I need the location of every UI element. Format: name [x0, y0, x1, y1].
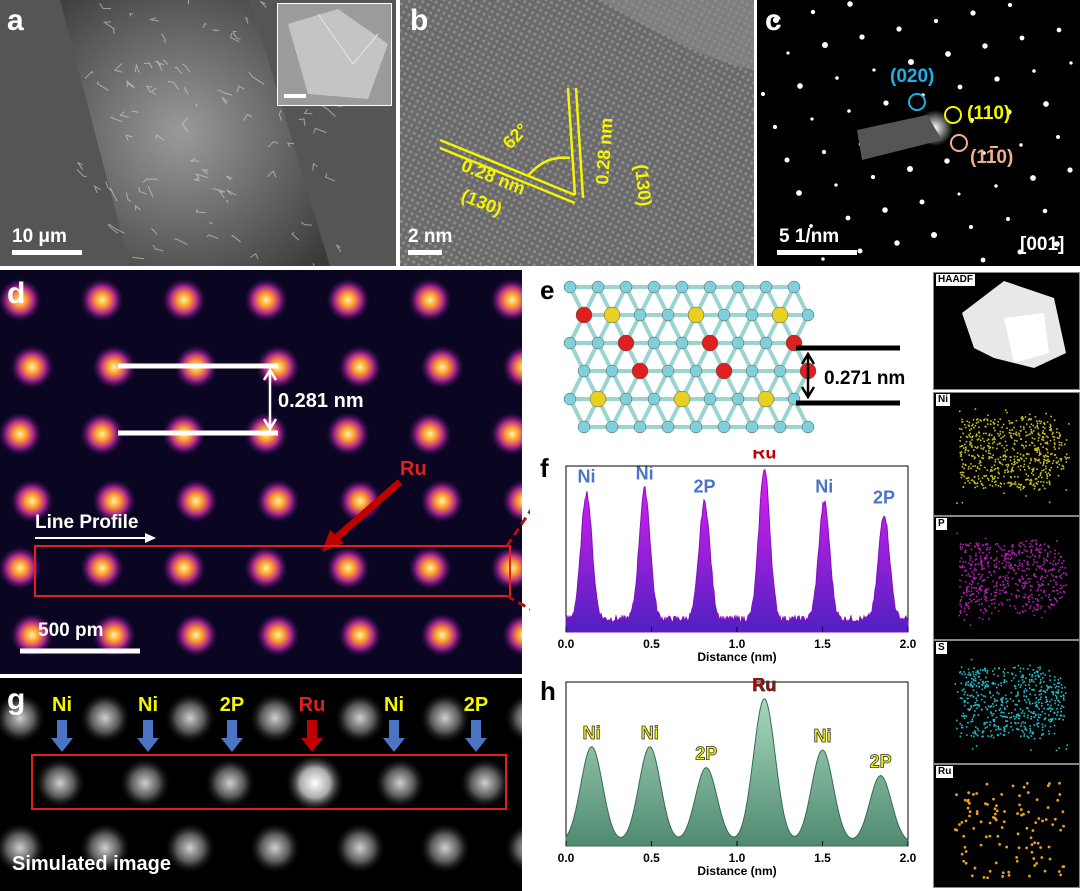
peak-label: Ni — [814, 726, 832, 746]
eds-map-ru: Ru — [933, 764, 1080, 888]
scale-bar-label: 2 nm — [408, 226, 453, 247]
x-tick-label: 1.5 — [814, 851, 831, 865]
panel-e-crystal-model: 0.271 nm e — [530, 270, 930, 450]
panel-label-b: b — [410, 4, 429, 37]
panel-b-hrtem-image: 62° 0.28 nm (130) 0.28 nm (130) b 2 nm — [400, 0, 754, 266]
peak-label: 2P — [873, 488, 895, 508]
profile-area-series — [565, 469, 909, 633]
eds-label-ru: Ru — [936, 766, 954, 778]
scale-bar — [777, 250, 857, 255]
atom-label: Ni — [384, 694, 404, 716]
simulated-image-caption: Simulated image — [12, 853, 171, 875]
profile-area-series — [565, 698, 909, 847]
panel-f-line-profile-chart: 0.0 0.5 1.0 1.5 2.0 Distance (nm) Ni Ni 2P Ru Ni 2P… — [530, 450, 930, 675]
peak-label: Ru — [752, 678, 776, 695]
scale-bar-label: 10 μm — [12, 226, 67, 247]
eds-map-haadf: HAADF — [933, 272, 1080, 390]
x-axis-label: Distance (nm) — [697, 650, 776, 664]
scale-bar-label: 500 pm — [38, 620, 104, 641]
atom-label: 2P — [464, 694, 488, 716]
scale-bar-label: 5 1/nm — [779, 226, 840, 247]
panel-a-sem-image: a 10 μm — [0, 0, 396, 266]
spacing-label-2: 0.28 nm — [592, 117, 617, 185]
x-tick-label: 1.0 — [729, 637, 746, 651]
diffraction-pattern: (020) (110) (110) — [760, 1, 1073, 263]
peak-label: Ni — [641, 723, 659, 743]
ru-label: Ru — [400, 458, 427, 480]
atom-arrow-icon — [51, 720, 73, 752]
x-tick-label: 0.5 — [643, 851, 660, 865]
x-tick-label: 1.0 — [729, 851, 746, 865]
x-tick-label: 0.0 — [558, 851, 575, 865]
panel-d-haadf-image: 0.281 nm Ru Line Profile d 500 pm — [0, 270, 522, 674]
atom-arrow-icon — [221, 720, 243, 752]
spot-label-1-10: (110) — [970, 147, 1013, 168]
eds-label-haadf: HAADF — [936, 274, 975, 286]
x-tick-label: 1.5 — [814, 637, 831, 651]
panel-label-h: h — [540, 678, 556, 706]
atom-arrow-icon — [301, 720, 323, 752]
atomic-image: 0.281 nm Ru Line Profile — [0, 278, 522, 657]
spot-label-110: (110) — [967, 103, 1010, 124]
scale-bar — [12, 250, 82, 255]
plane-label-2: (130) — [631, 163, 655, 207]
peak-label: Ni — [583, 723, 601, 743]
peak-label: Ni — [815, 476, 833, 496]
panel-label-c: c — [765, 4, 782, 37]
panel-c-saed-pattern: (020) (110) (110) c 5 1/nm [001] — [757, 0, 1080, 266]
peak-label: 2P — [695, 744, 717, 764]
peak-label: 2P — [693, 476, 715, 496]
atom-label: Ni — [52, 694, 72, 716]
x-tick-label: 0.0 — [558, 637, 575, 651]
atom-arrow-icon — [465, 720, 487, 752]
spacing-label: 0.281 nm — [278, 390, 364, 412]
panel-label-a: a — [7, 4, 24, 37]
x-axis-label: Distance (nm) — [697, 864, 776, 878]
x-tick-label: 2.0 — [900, 637, 917, 651]
panel-label-f: f — [540, 453, 549, 483]
eds-map-s: S — [933, 640, 1080, 764]
panel-label-d: d — [7, 277, 26, 310]
eds-label-ni: Ni — [936, 394, 950, 406]
spot-label-020: (020) — [890, 66, 934, 87]
peak-label: Ni — [578, 467, 596, 487]
line-profile-label: Line Profile — [35, 512, 138, 533]
panel-label-g: g — [7, 683, 26, 716]
panel-h-simulated-profile-chart: 0.0 0.5 1.0 1.5 2.0 Distance (nm) Ni Ni 2P Ru Ni 2P… — [530, 678, 930, 891]
atom-arrow-icon — [383, 720, 405, 752]
spacing-label: 0.271 nm — [824, 368, 905, 389]
panel-g-simulated-image: Ni Ni 2P Ru Ni 2P g Simulated image — [0, 678, 522, 891]
zone-axis-label: [001] — [1020, 234, 1065, 255]
x-tick-label: 2.0 — [900, 851, 917, 865]
panel-label-e: e — [540, 275, 555, 305]
atom-arrow-icon — [137, 720, 159, 752]
peak-label: Ni — [636, 463, 654, 483]
x-tick-label: 0.5 — [643, 637, 660, 651]
atom-label: Ru — [299, 694, 326, 716]
lattice-fringes: 62° 0.28 nm (130) 0.28 nm (130) — [400, 0, 754, 266]
eds-map-p: P — [933, 516, 1080, 640]
eds-label-s: S — [936, 642, 947, 654]
scale-bar — [408, 250, 442, 255]
atom-label: 2P — [220, 694, 244, 716]
eds-label-p: P — [936, 518, 947, 530]
atom-label: Ni — [138, 694, 158, 716]
peak-label: Ru — [752, 450, 776, 462]
peak-label: 2P — [870, 752, 892, 772]
eds-map-ni: Ni — [933, 392, 1080, 516]
inset-image — [277, 3, 392, 106]
